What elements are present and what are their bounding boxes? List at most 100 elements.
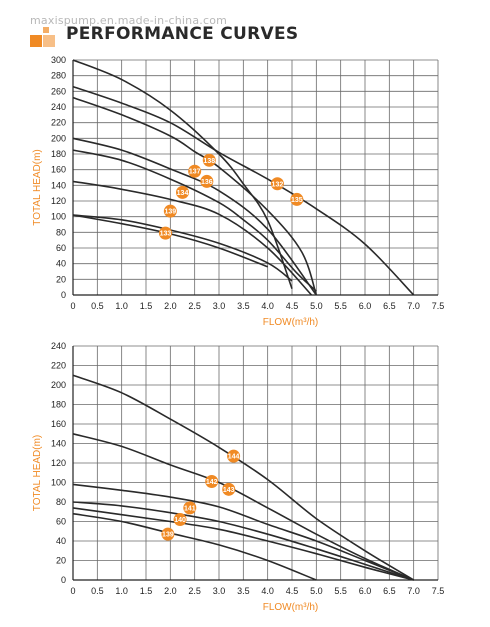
x-tick-label: 0.5 (91, 586, 104, 596)
y-tick-label: 120 (51, 458, 66, 468)
model-marker-142 (205, 475, 219, 489)
curve-143 (72, 483, 414, 581)
model-marker-135 (290, 192, 304, 206)
chart-1: 0 0.5 1.0 1.5 2.0 2.5 3.0 3.5 4.0 4.5 5.0 5.5 6.0 6.5… (32, 55, 444, 328)
y-tick-label: 20 (56, 556, 66, 566)
y-tick-label: 80 (56, 227, 66, 237)
x-tick-label: 4.5 (286, 586, 299, 596)
x-tick-label: 1.5 (140, 586, 153, 596)
x-tick-label: 5.5 (334, 301, 347, 311)
curve-132 (72, 85, 415, 296)
x-tick-label: 5.0 (310, 301, 323, 311)
x-tick-label: 2.5 (188, 301, 201, 311)
y-tick-label: 100 (51, 478, 66, 488)
y-tick-label: 0 (61, 575, 66, 585)
x-tick-label: 7.0 (407, 301, 420, 311)
y-tick-label: 160 (51, 165, 66, 175)
y-tick-label: 200 (51, 380, 66, 390)
x-tick-label: 0 (70, 301, 75, 311)
x-axis-title: FLOW(m³/h) (263, 602, 319, 613)
model-label-141: 141 (184, 505, 196, 512)
y-tick-label: 20 (56, 274, 66, 284)
x-tick-label: 1.0 (115, 301, 128, 311)
x-tick-label: 7.5 (432, 586, 445, 596)
y-tick-label: 80 (56, 497, 66, 507)
model-label-133: 133 (160, 231, 172, 238)
model-label-144: 144 (228, 454, 240, 461)
model-marker-144 (227, 449, 241, 463)
x-tick-label: 3.5 (237, 301, 250, 311)
model-label-135: 135 (291, 197, 303, 204)
model-label-132: 132 (272, 181, 284, 188)
model-marker-141 (183, 501, 197, 515)
y-tick-label: 140 (51, 180, 66, 190)
y-tick-label: 40 (56, 259, 66, 269)
y-axis-title: TOTAL HEAD(m) (32, 149, 43, 225)
y-tick-label: 180 (51, 149, 66, 159)
grid (72, 345, 439, 581)
model-marker-143 (222, 482, 236, 496)
chart-2: 0 0.5 1.0 1.5 2.0 2.5 3.0 3.5 4.0 4.5 5.0 5.5 6.0 6.5… (32, 341, 444, 613)
curve-142 (72, 433, 415, 581)
model-marker-136 (200, 174, 214, 188)
y-tick-label: 40 (56, 536, 66, 546)
curves (72, 374, 415, 581)
y-tick-label: 0 (61, 290, 66, 300)
x-axis-title: FLOW(m³/h) (263, 317, 319, 328)
curve-139 (72, 214, 293, 282)
y-tick-label: 300 (51, 55, 66, 65)
model-marker-140 (173, 513, 187, 527)
grid (72, 59, 439, 296)
model-label-143: 143 (223, 487, 235, 494)
x-tick-label: 6.0 (359, 301, 372, 311)
x-tick-label: 7.5 (432, 301, 445, 311)
curve-136 (72, 180, 313, 296)
y-tick-label: 120 (51, 196, 66, 206)
model-label-142: 142 (206, 479, 218, 486)
model-marker-139 (161, 527, 175, 541)
model-marker-138 (202, 153, 216, 167)
y-tick-label: 140 (51, 439, 66, 449)
x-tick-label: 5.0 (310, 586, 323, 596)
y-tick-label: 180 (51, 400, 66, 410)
x-tick-label: 2.0 (164, 301, 177, 311)
markers: 144 142 143 141 140 139 (161, 449, 241, 541)
model-marker-139 (163, 204, 177, 218)
y-axis-title: TOTAL HEAD(m) (32, 435, 43, 511)
y-tick-label: 220 (51, 361, 66, 371)
x-tick-label: 1.0 (115, 586, 128, 596)
x-tick-label: 3.5 (237, 586, 250, 596)
model-label-136: 136 (201, 179, 213, 186)
curve-138 (72, 59, 293, 289)
model-label-138: 138 (203, 158, 215, 165)
x-tick-label: 4.0 (261, 301, 274, 311)
model-label-139: 139 (162, 532, 174, 539)
y-tick-label: 240 (51, 102, 66, 112)
model-marker-133 (158, 226, 172, 240)
curve-140 (72, 507, 414, 581)
x-tick-label: 3.0 (213, 301, 226, 311)
y-tick-label: 240 (51, 341, 66, 351)
x-tick-label: 0.5 (91, 301, 104, 311)
y-tick-label: 100 (51, 212, 66, 222)
model-marker-132 (270, 177, 284, 191)
y-tick-label: 160 (51, 419, 66, 429)
x-tick-label: 6.5 (383, 586, 396, 596)
curve-134 (72, 149, 317, 292)
x-tick-label: 4.0 (261, 586, 274, 596)
page-title: PERFORMANCE CURVES (66, 24, 299, 44)
model-marker-134 (176, 185, 189, 199)
x-tick-label: 7.0 (407, 586, 420, 596)
x-tick-label: 5.5 (334, 586, 347, 596)
model-label-139: 139 (164, 209, 176, 216)
y-tick-label: 260 (51, 86, 66, 96)
x-tick-label: 6.0 (359, 586, 372, 596)
model-label-137: 137 (189, 169, 201, 176)
y-tick-label: 60 (56, 517, 66, 527)
x-tick-label: 4.5 (286, 301, 299, 311)
brand-mark-icon (30, 27, 56, 47)
watermark-text: maxispump.en.made-in-china.com (30, 14, 228, 27)
model-label-134: 134 (177, 190, 189, 197)
